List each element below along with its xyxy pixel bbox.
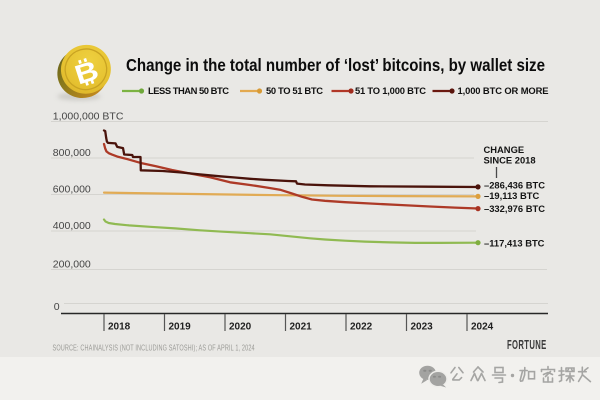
svg-text:2019: 2019 [169,322,192,333]
svg-text:2021: 2021 [290,322,313,333]
svg-text:2023: 2023 [411,322,434,333]
svg-text:LESS THAN 50 BTC: LESS THAN 50 BTC [148,85,229,96]
svg-text:2020: 2020 [229,322,252,333]
svg-text:–286,436 BTC: –286,436 BTC [484,180,545,191]
svg-text:51 TO 1,000 BTC: 51 TO 1,000 BTC [355,85,426,96]
svg-text:400,000: 400,000 [53,220,91,232]
svg-text:–19,113 BTC: –19,113 BTC [484,190,539,201]
svg-text:–332,976 BTC: –332,976 BTC [484,203,545,214]
svg-text:FORTUNE: FORTUNE [507,338,547,353]
svg-text:1,000,000 BTC: 1,000,000 BTC [53,111,124,123]
svg-text:SOURCE: CHAINALYSIS (NOT INCLU: SOURCE: CHAINALYSIS (NOT INCLUDING SATOS… [53,345,255,353]
svg-text:800,000: 800,000 [53,147,91,159]
svg-text:SINCE 2018: SINCE 2018 [484,154,536,165]
svg-text:2018: 2018 [108,322,131,333]
svg-text:50 TO 51 BTC: 50 TO 51 BTC [266,85,323,96]
svg-text:Change in the total number of: Change in the total number of ‘lost’ bit… [126,55,545,75]
svg-text:2024: 2024 [471,322,494,333]
svg-text:0: 0 [54,301,60,313]
svg-text:600,000: 600,000 [53,184,91,196]
svg-text:1,000 BTC OR MORE: 1,000 BTC OR MORE [458,85,549,96]
svg-text:–117,413 BTC: –117,413 BTC [484,237,545,248]
svg-text:2022: 2022 [350,322,373,333]
svg-text:200,000: 200,000 [53,259,91,271]
svg-text:CHANGE: CHANGE [484,144,525,155]
